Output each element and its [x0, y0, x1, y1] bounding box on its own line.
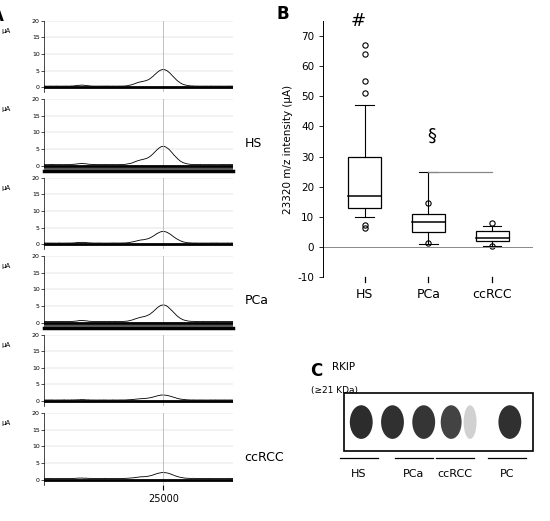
Y-axis label: μA: μA: [2, 342, 11, 348]
Ellipse shape: [381, 405, 404, 439]
Y-axis label: μA: μA: [2, 28, 11, 34]
Text: C: C: [311, 362, 323, 380]
Ellipse shape: [412, 405, 435, 439]
Y-axis label: μA: μA: [2, 263, 11, 269]
Text: RKIP: RKIP: [332, 362, 355, 372]
Text: HS: HS: [351, 469, 367, 479]
Ellipse shape: [350, 405, 373, 439]
Text: ccRCC: ccRCC: [437, 469, 472, 479]
Y-axis label: 23320 m/z intensity (μA): 23320 m/z intensity (μA): [283, 84, 293, 214]
Y-axis label: μA: μA: [2, 106, 11, 112]
Ellipse shape: [464, 405, 476, 439]
Text: #: #: [351, 12, 366, 30]
Text: (≥21 KDa): (≥21 KDa): [311, 387, 358, 395]
Text: PC: PC: [500, 469, 514, 479]
Ellipse shape: [498, 405, 521, 439]
Text: A: A: [0, 7, 4, 24]
Text: §: §: [427, 127, 436, 144]
Y-axis label: μA: μA: [2, 184, 11, 191]
Bar: [344, 393, 534, 451]
Bar: [348, 157, 381, 208]
Text: B: B: [277, 5, 289, 23]
Y-axis label: μA: μA: [2, 420, 11, 426]
Bar: [476, 231, 509, 241]
Text: PCa: PCa: [403, 469, 424, 479]
Text: PCa: PCa: [245, 294, 268, 307]
Bar: [412, 214, 445, 232]
Ellipse shape: [441, 405, 461, 439]
Text: ccRCC: ccRCC: [245, 451, 284, 464]
Text: HS: HS: [245, 137, 262, 150]
